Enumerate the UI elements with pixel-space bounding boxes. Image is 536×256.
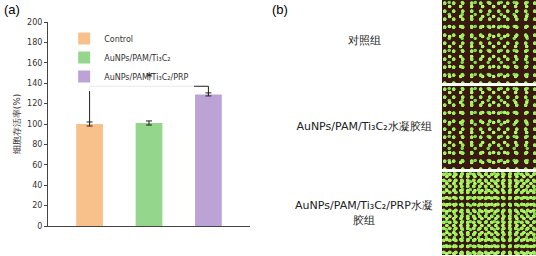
svg-text:180: 180 [27, 38, 42, 47]
svg-text:200: 200 [27, 18, 42, 27]
svg-text:160: 160 [27, 59, 42, 68]
html-text:(b): (b) [272, 2, 288, 17]
svg-text:120: 120 [27, 99, 42, 108]
html-text:对照组: 对照组 [347, 34, 381, 48]
svg-text:60: 60 [32, 161, 42, 170]
svg-text:40: 40 [32, 181, 42, 190]
html-text:AuNPs/PAM/Ti₃C₂/PRP水凝胶组: AuNPs/PAM/Ti₃C₂/PRP水凝胶组 [295, 198, 433, 227]
svg-text:0: 0 [37, 222, 42, 231]
svg-text:细胞存活率(%): 细胞存活率(%) [12, 94, 22, 155]
svg-text:100: 100 [27, 120, 42, 129]
svg-text:Control: Control [104, 35, 133, 44]
svg-text:80: 80 [32, 140, 42, 149]
svg-text:AuNPs/PAM/Ti₃C₂/PRP: AuNPs/PAM/Ti₃C₂/PRP [104, 73, 188, 82]
svg-text:*: * [146, 69, 153, 84]
svg-text:140: 140 [27, 79, 42, 88]
html-text:AuNPs/PAM/Ti₃C₂水凝胶组: AuNPs/PAM/Ti₃C₂水凝胶组 [296, 120, 432, 134]
svg-text:20: 20 [32, 201, 42, 210]
html-text:(a): (a) [4, 2, 20, 17]
svg-text:AuNPs/PAM/Ti₃C₂: AuNPs/PAM/Ti₃C₂ [104, 54, 170, 63]
